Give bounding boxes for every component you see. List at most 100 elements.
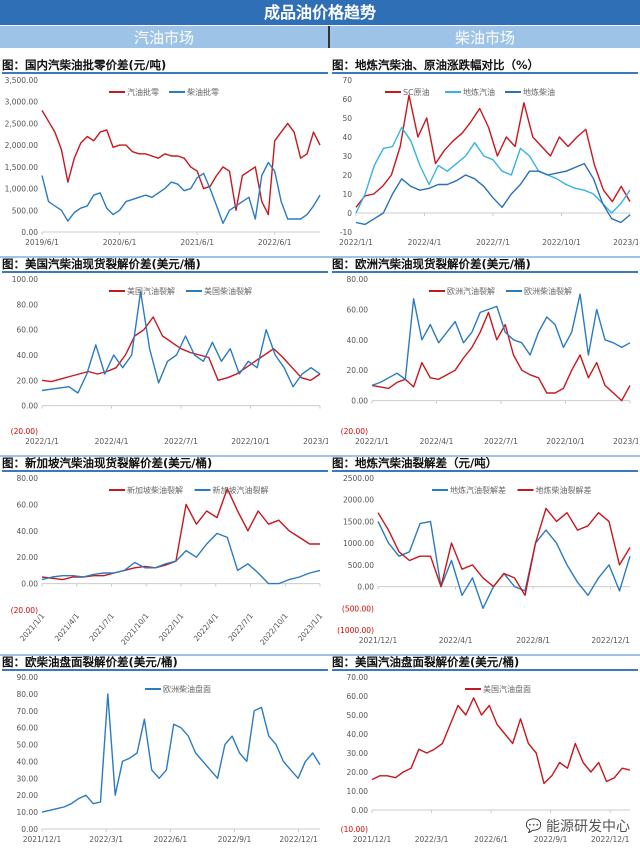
y-tick-label: 70 [342, 76, 352, 85]
y-tick-label: 80.00 [17, 300, 39, 309]
series-line-新加坡柴油裂解 [41, 487, 320, 581]
series-line-地炼柴油裂解差 [377, 507, 631, 597]
y-tick-label: (10.00) [341, 825, 368, 834]
x-tick-label: 2022/10/1 [231, 437, 270, 446]
x-tick-label: 2023/1/1 [296, 611, 325, 643]
y-tick-label: 20.00 [347, 366, 369, 375]
y-tick-label: 40 [342, 133, 352, 142]
x-tick-label: 2022/6/1 [153, 835, 187, 844]
chart-panel-us-crack: 图：美国汽柴油现货裂解价差(美元/桶) (20.00) 0.00 20.00 40.00… [0, 255, 330, 454]
x-tick-label: 2021/12/1 [23, 835, 62, 844]
chart: (20.00) 0.00 20.00 40.00 60.00 80.00 100.00 202… [11, 275, 328, 446]
y-tick-label: 0.00 [351, 806, 368, 815]
chart-title: 图：美国汽油盘面裂解价差(美元/桶) [332, 653, 638, 671]
chart-panel-us-gasoline-futures: 图：美国汽油盘面裂解价差(美元/桶) (10.00) 0.00 10.00 20.00 3… [330, 653, 640, 852]
y-tick-label: 2,500.00 [5, 119, 39, 128]
x-tick-label: 2022/6/1 [474, 835, 508, 844]
series-line-地炼汽油 [355, 126, 631, 214]
x-tick-label: 2022/7/1 [164, 437, 198, 446]
y-tick-label: 60.00 [17, 500, 39, 509]
legend-label: 欧洲柴油盘面 [163, 684, 211, 694]
y-tick-label: 3,500.00 [5, 76, 39, 85]
chart-grid: 图：国内汽柴油批零价差(元/吨) 0.00 500.00 1,000.00 1,500.… [0, 56, 640, 852]
chart-title: 图：欧洲汽柴油现货裂解价差(美元/桶) [332, 255, 638, 273]
y-tick-label: 0.00 [351, 397, 368, 406]
x-tick-label: 2022/4/1 [420, 437, 454, 446]
x-tick-label: 2022/4/1 [408, 238, 442, 247]
y-tick-label: 0.00 [21, 228, 38, 237]
y-tick-label: 50.00 [17, 741, 39, 750]
chart-panel-europe-crack: 图：欧洲汽柴油现货裂解价差(美元/桶) (20.00) 0.00 20.00 40.00… [330, 255, 640, 454]
y-tick-label: (500.00) [342, 604, 374, 613]
gasoline-market-header: 汽油市场 [0, 26, 330, 48]
y-tick-label: 50.00 [347, 711, 369, 720]
y-tick-label: 60 [342, 95, 352, 104]
y-tick-label: 500.00 [12, 206, 38, 215]
legend-label: 美国汽油盘面 [483, 684, 531, 694]
x-tick-label: 2021/4/1 [53, 611, 82, 643]
y-tick-label: 30 [342, 152, 352, 161]
y-tick-label: 60.00 [17, 326, 39, 335]
series-line-新加坡汽油裂解 [41, 532, 321, 585]
y-tick-label: 20 [342, 171, 352, 180]
chart-panel-refinery-vs-crude: 图：地炼汽柴油、原油涨跌幅对比（%） -10 0 10 20 30 40 50 60 70 2022… [330, 56, 640, 255]
y-tick-label: (1000.00) [337, 626, 374, 635]
y-tick-label: 0.00 [21, 402, 38, 411]
chart-panel-refinery-crack: 图：地炼汽柴油裂解差（元/吨） (1000.00) (500.00) 0.00 500.… [330, 454, 640, 653]
x-tick-label: 2022/4/1 [95, 437, 129, 446]
y-tick-label: 40.00 [17, 527, 39, 536]
legend-label: 欧洲汽油裂解 [447, 286, 495, 296]
y-tick-label: (20.00) [11, 606, 38, 615]
y-tick-label: 0.00 [357, 583, 374, 592]
x-tick-label: 2023/1/1 [303, 437, 328, 446]
watermark: 💬 能源研发中心 [526, 816, 630, 836]
x-tick-label: 2021/6/1 [180, 238, 214, 247]
x-tick-label: 2022/6/1 [258, 238, 292, 247]
y-tick-label: 50 [342, 114, 352, 123]
chart: 0.00 10.00 20.00 30.00 40.00 50.00 60.00 70.00 8… [17, 673, 321, 844]
row-divider [0, 256, 640, 258]
y-tick-label: 20.00 [17, 791, 39, 800]
series-line-地炼柴油 [355, 162, 631, 226]
y-tick-label: 80.00 [347, 275, 369, 284]
chart-title: 图：国内汽柴油批零价差(元/吨) [2, 56, 328, 74]
series-line-汽油批零 [41, 110, 321, 216]
y-tick-label: 1,000.00 [5, 185, 39, 194]
x-tick-label: 2022/8/1 [516, 636, 550, 645]
y-tick-label: 1500.00 [343, 517, 374, 526]
watermark-text: 能源研发中心 [546, 819, 630, 835]
x-tick-label: 2022/1/1 [355, 437, 389, 446]
legend-label: 新加坡汽油裂解 [213, 485, 269, 495]
chart: (10.00) 0.00 10.00 20.00 30.00 40.00 50.00 60.0… [341, 673, 631, 844]
y-tick-label: 0.00 [21, 580, 38, 589]
row-divider [0, 455, 640, 457]
y-tick-label: 2,000.00 [5, 141, 39, 150]
x-tick-label: 2021/1/1 [18, 611, 47, 643]
y-tick-label: 10.00 [347, 787, 369, 796]
y-tick-label: -10 [340, 228, 352, 237]
legend-label: 地炼柴油裂解差 [536, 485, 592, 495]
y-tick-label: 60.00 [347, 692, 369, 701]
x-tick-label: 2022/1/1 [157, 611, 186, 643]
x-tick-label: 2019/6/1 [25, 238, 59, 247]
series-line-美国汽油裂解 [41, 316, 321, 383]
y-tick-label: 40.00 [347, 336, 369, 345]
x-tick-label: 2022/9/1 [218, 835, 252, 844]
series-line-欧洲柴油盘面 [41, 693, 321, 813]
chart: (20.00) 0.00 20.00 40.00 60.00 80.00 2022/1/1 2… [341, 275, 638, 446]
y-tick-label: 80.00 [17, 474, 39, 483]
y-tick-label: 40.00 [347, 730, 369, 739]
series-line-地炼汽油裂解差 [377, 520, 631, 610]
y-tick-label: 1,500.00 [5, 163, 39, 172]
y-tick-label: 0.00 [21, 825, 38, 834]
legend-label: 地炼汽油裂解差 [450, 485, 506, 495]
x-tick-label: 2023/1/1 [613, 437, 638, 446]
x-tick-label: 2022/10/1 [542, 238, 581, 247]
y-tick-label: 30.00 [347, 749, 369, 758]
x-tick-label: 2022/7/1 [484, 437, 518, 446]
x-tick-label: 2022/10/1 [258, 611, 290, 646]
x-tick-label: 2022/12/1 [279, 835, 318, 844]
chart: (1000.00) (500.00) 0.00 500.00 1000.00 1500.0… [337, 474, 631, 645]
legend-label: 新加坡柴油裂解 [127, 485, 183, 495]
